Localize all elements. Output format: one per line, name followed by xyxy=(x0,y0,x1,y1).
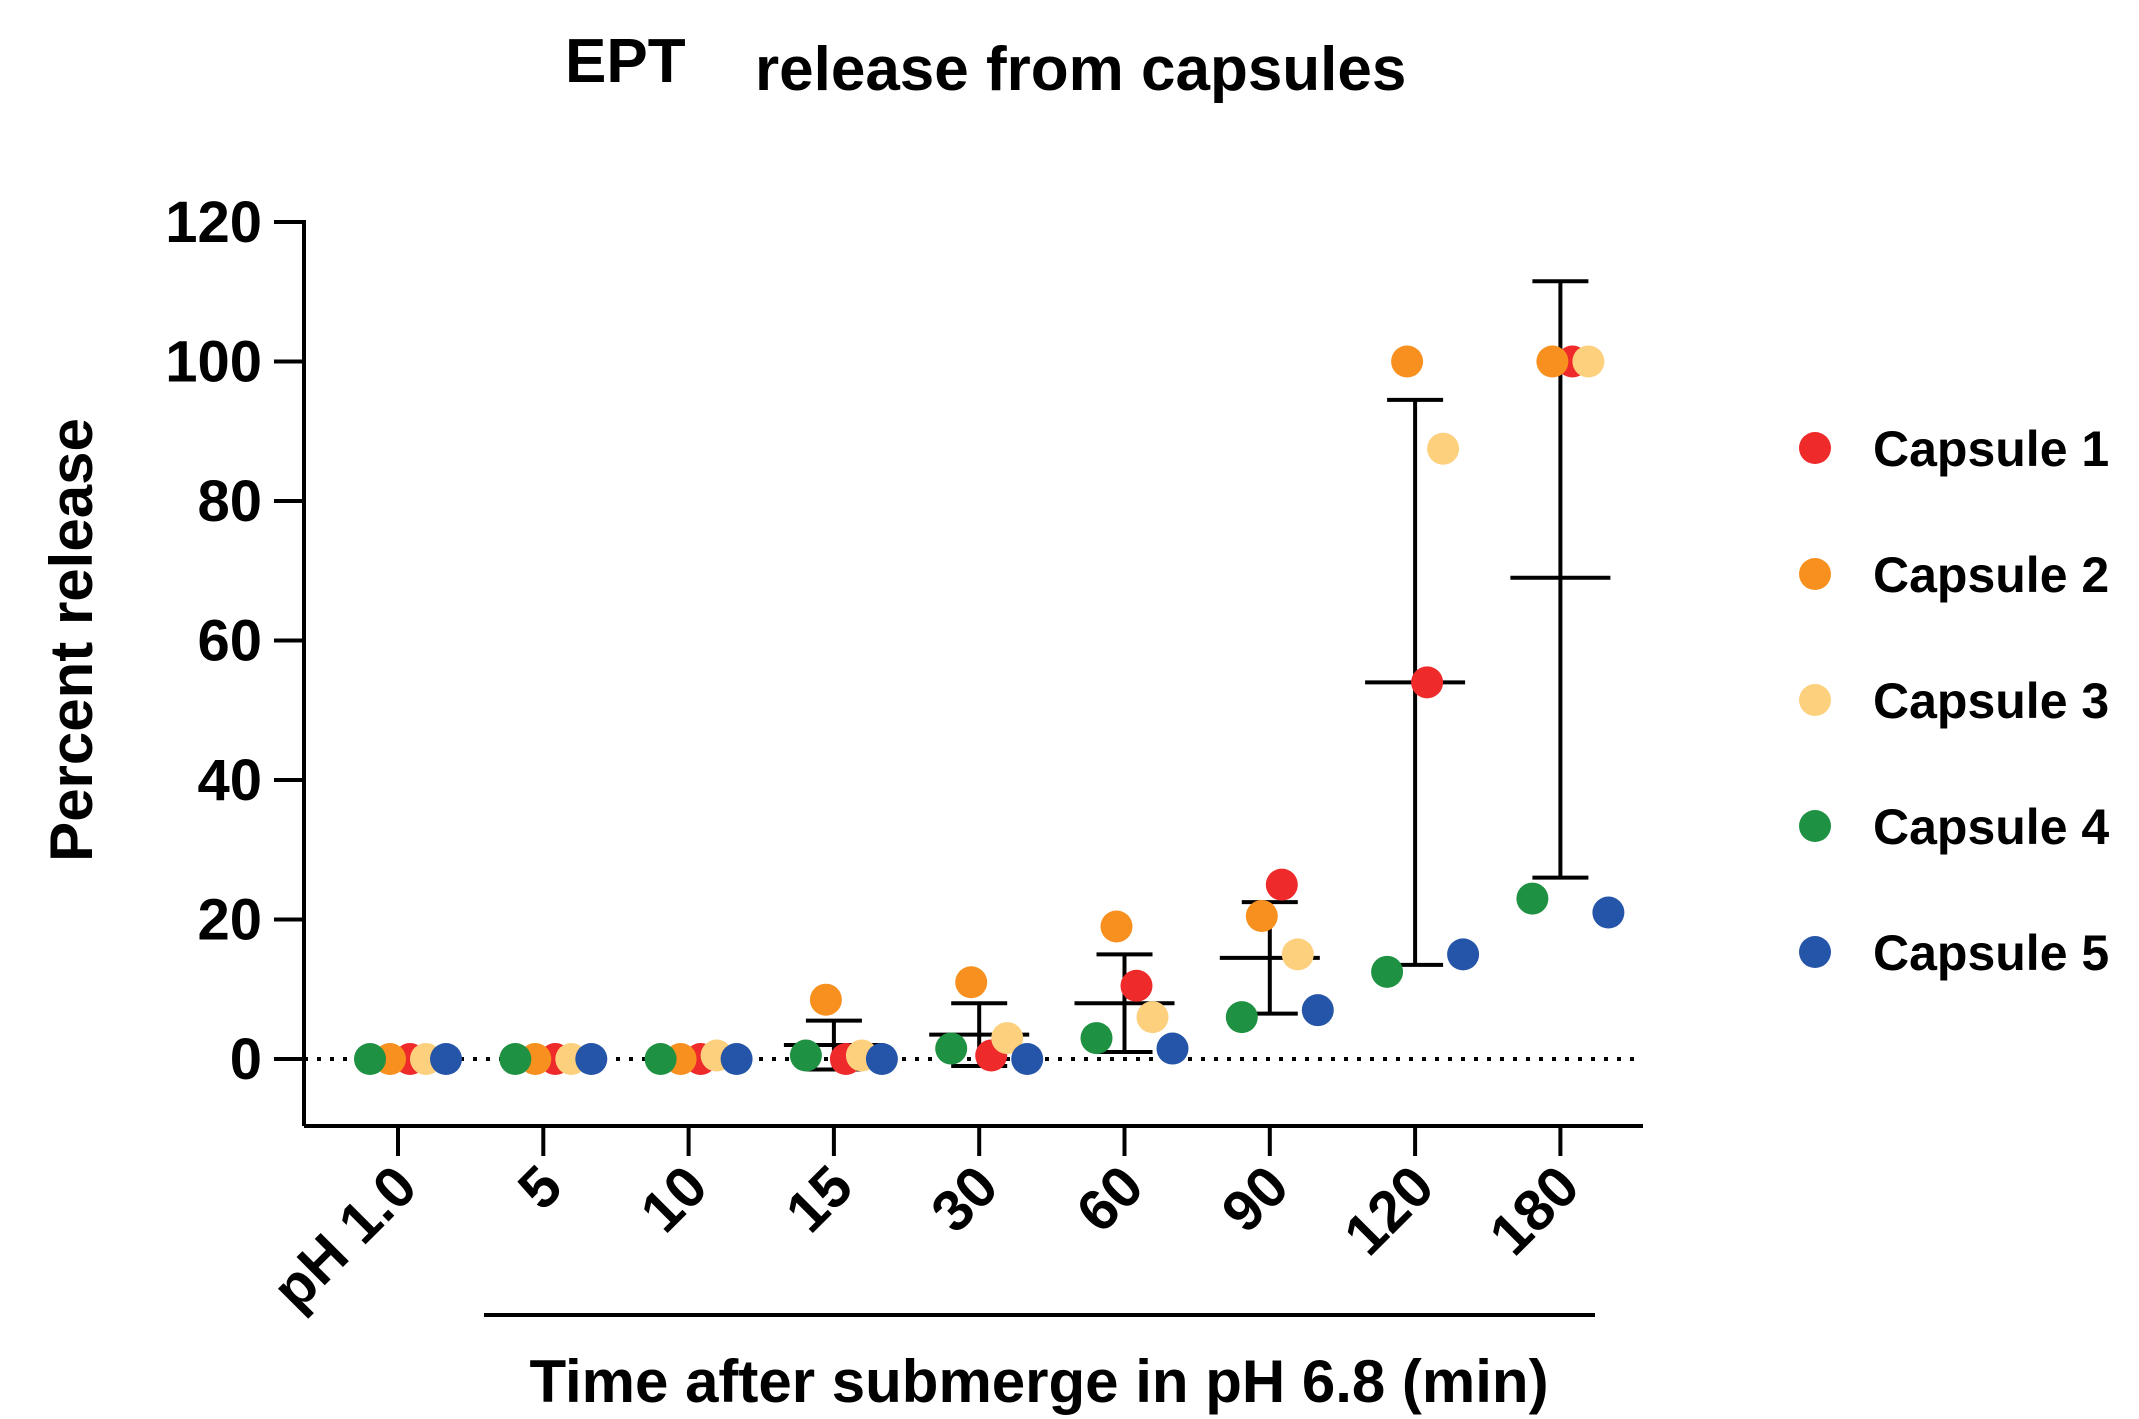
data-point-capsule-1 xyxy=(1411,666,1444,699)
data-point-capsule-4 xyxy=(354,1043,386,1075)
data-point-capsule-5 xyxy=(1447,938,1480,971)
legend-marker xyxy=(1799,936,1831,968)
data-point-capsule-4 xyxy=(499,1043,532,1075)
data-point-capsule-5 xyxy=(1011,1043,1044,1075)
data-point-capsule-2 xyxy=(1536,345,1569,378)
x-tick-label: 90 xyxy=(1209,1153,1301,1245)
data-points xyxy=(354,345,1625,1075)
data-point-capsule-4 xyxy=(1371,955,1404,988)
data-point-capsule-5 xyxy=(430,1043,462,1075)
legend-label: Capsule 5 xyxy=(1873,925,2109,981)
y-tick-label: 0 xyxy=(230,1027,262,1092)
data-point-capsule-5 xyxy=(575,1043,608,1075)
title-part-1: EPT xyxy=(565,27,686,96)
data-point-capsule-5 xyxy=(720,1043,753,1075)
data-point-capsule-5 xyxy=(1301,994,1334,1027)
data-point-capsule-2 xyxy=(955,966,988,999)
data-point-capsule-3 xyxy=(991,1022,1024,1055)
legend-marker xyxy=(1799,684,1831,716)
x-tick-label: 180 xyxy=(1477,1153,1591,1267)
x-tick-label: 5 xyxy=(506,1153,575,1222)
title-part-2: release from capsules xyxy=(755,35,1406,104)
y-tick-label: 20 xyxy=(197,888,262,953)
x-tick-label: 10 xyxy=(628,1153,720,1245)
data-point-capsule-3 xyxy=(1136,1001,1169,1034)
legend-item: Capsule 3 xyxy=(1799,673,2109,729)
legend-item: Capsule 4 xyxy=(1799,799,2109,855)
error-bars xyxy=(783,279,1611,1072)
y-tick-label: 60 xyxy=(197,609,262,674)
y-axis-title-group: Percent release xyxy=(38,418,105,862)
legend-label: Capsule 3 xyxy=(1873,673,2109,729)
data-point-capsule-5 xyxy=(1592,896,1625,929)
chart-title: EPT release from capsules xyxy=(565,27,1406,104)
y-tick-label: 100 xyxy=(165,330,262,395)
data-point-capsule-3 xyxy=(1572,345,1605,378)
data-point-capsule-4 xyxy=(1080,1022,1113,1055)
legend-item: Capsule 1 xyxy=(1799,421,2109,477)
data-point-capsule-5 xyxy=(865,1043,898,1075)
legend-label: Capsule 4 xyxy=(1873,799,2109,855)
legend-marker xyxy=(1799,432,1831,464)
data-point-capsule-4 xyxy=(789,1039,822,1072)
x-tick-label: pH 1.0 xyxy=(260,1153,429,1322)
legend-item: Capsule 5 xyxy=(1799,925,2109,981)
legend-label: Capsule 2 xyxy=(1873,547,2109,603)
legend: Capsule 1 Capsule 2 Capsule 3 Capsule 4 Caps… xyxy=(1799,421,2109,981)
data-point-capsule-1 xyxy=(1265,868,1298,901)
data-point-capsule-4 xyxy=(1225,1001,1258,1034)
x-axis-title: Time after submerge in pH 6.8 (min) xyxy=(529,1348,1548,1415)
legend-item: Capsule 2 xyxy=(1799,547,2109,603)
error-bar xyxy=(1510,279,1611,880)
legend-marker xyxy=(1799,558,1831,590)
data-point-capsule-4 xyxy=(644,1043,677,1075)
x-tick-label: 15 xyxy=(774,1153,866,1245)
data-point-capsule-4 xyxy=(1516,882,1549,915)
data-point-capsule-2 xyxy=(1100,910,1133,943)
legend-label: Capsule 1 xyxy=(1873,421,2109,477)
x-tick-label: 30 xyxy=(919,1153,1011,1245)
x-axis-title-group: Time after submerge in pH 6.8 (min) xyxy=(484,1313,1595,1415)
data-point-capsule-1 xyxy=(1120,969,1153,1002)
y-tick-label: 40 xyxy=(197,748,262,813)
y-tick-label: 80 xyxy=(197,469,262,534)
data-point-capsule-2 xyxy=(1245,900,1278,933)
data-point-capsule-3 xyxy=(1427,432,1460,465)
legend-marker xyxy=(1799,810,1831,842)
x-tick-label: 120 xyxy=(1332,1153,1446,1267)
data-point-capsule-2 xyxy=(809,983,842,1016)
data-point-capsule-2 xyxy=(1391,345,1424,378)
y-tick-label: 120 xyxy=(165,190,262,255)
data-point-capsule-4 xyxy=(935,1032,968,1065)
data-point-capsule-3 xyxy=(1281,938,1314,971)
x-tick-label: 60 xyxy=(1064,1153,1156,1245)
y-axis-title: Percent release xyxy=(38,418,105,862)
data-point-capsule-5 xyxy=(1156,1032,1189,1065)
